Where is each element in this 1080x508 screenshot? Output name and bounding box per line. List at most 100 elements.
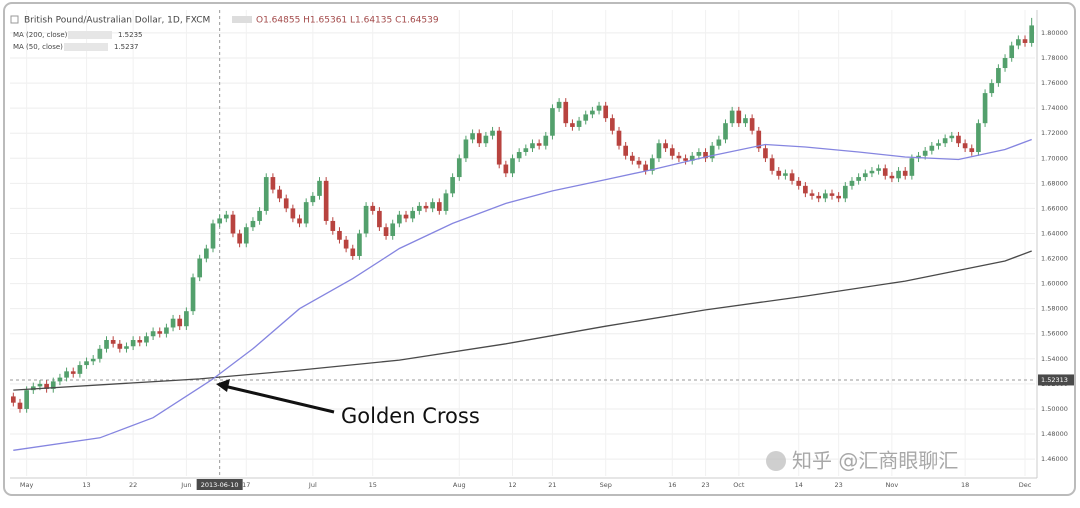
- candle-body: [483, 135, 489, 144]
- candle-body: [876, 168, 881, 171]
- candle-body: [370, 205, 376, 211]
- candle-body: [556, 101, 562, 109]
- y-tick-label: 1.56000: [1041, 330, 1068, 338]
- x-tick-label: 18: [961, 481, 969, 489]
- plot-area: 1.460001.480001.500001.520001.540001.560…: [10, 10, 1074, 490]
- x-tick-label: 16: [668, 481, 676, 489]
- candle-body: [736, 110, 742, 124]
- candle-body: [283, 198, 289, 209]
- watermark-icon: [766, 451, 786, 471]
- candle-body: [230, 214, 236, 234]
- candle-body: [417, 205, 422, 211]
- candle-body: [550, 108, 555, 136]
- x-tick-label: Aug: [453, 481, 466, 489]
- candle-body: [110, 340, 116, 344]
- candle-body: [763, 148, 768, 159]
- candle-body: [343, 239, 349, 249]
- x-tick-label: 22: [129, 481, 137, 489]
- x-tick-label: 21: [548, 481, 556, 489]
- candle-body: [24, 390, 29, 409]
- candle-body: [796, 180, 802, 186]
- candle-body: [57, 377, 63, 382]
- candle-body: [1016, 39, 1021, 46]
- candle-body: [583, 114, 589, 121]
- candle-body: [70, 371, 76, 374]
- candle-body: [570, 123, 575, 127]
- candle-body: [976, 123, 981, 153]
- y-tick-label: 1.46000: [1041, 455, 1068, 463]
- x-tick-label: 15: [369, 481, 377, 489]
- candle-body: [157, 331, 163, 334]
- candle-body: [663, 143, 668, 149]
- candle-body: [350, 248, 356, 257]
- candle-body: [543, 135, 549, 146]
- candle-body: [403, 214, 409, 219]
- candle-body: [124, 346, 129, 349]
- y-tick-label: 1.78000: [1041, 54, 1068, 62]
- candle-body: [1002, 58, 1008, 69]
- candle-body: [410, 210, 416, 219]
- candle-body: [563, 101, 569, 124]
- legend-label: MA (50, close): [13, 43, 63, 51]
- chart-title: British Pound/Australian Dollar, 1D, FXC…: [24, 16, 210, 26]
- candle-body: [184, 311, 189, 327]
- candle-body: [896, 170, 901, 179]
- candle-body: [836, 195, 841, 199]
- candle-body: [849, 180, 855, 186]
- candle-body: [170, 318, 176, 328]
- candle-body: [383, 227, 389, 236]
- candle-body: [689, 155, 695, 161]
- candle-body: [723, 123, 728, 140]
- x-tick-label: 2013-06-10: [201, 481, 239, 489]
- candle-body: [243, 227, 249, 244]
- x-tick-label: Jul: [308, 481, 317, 489]
- x-tick-label: 14: [795, 481, 803, 489]
- candle-body: [443, 193, 449, 211]
- candle-body: [450, 177, 455, 194]
- candle-body: [496, 130, 502, 165]
- candle-body: [270, 177, 276, 190]
- y-tick-label: 1.76000: [1041, 79, 1068, 87]
- candle-body: [423, 205, 429, 209]
- candle-body: [590, 110, 595, 115]
- annotation: Golden Cross: [341, 404, 480, 428]
- candle-body: [463, 139, 469, 159]
- candle-body: [956, 135, 961, 144]
- candle-body: [164, 327, 169, 334]
- x-tick-label: 23: [835, 481, 843, 489]
- ma-line: [13, 138, 1032, 451]
- candle-body: [962, 143, 968, 149]
- ohlc-legend: O1.64855 H1.65361 L1.64135 C1.64539: [256, 16, 439, 26]
- icon: [10, 15, 19, 24]
- candle-body: [729, 110, 735, 124]
- candle-body: [576, 120, 582, 127]
- candle-body: [829, 193, 835, 196]
- candle-body: [37, 383, 43, 387]
- candle-body: [610, 118, 615, 131]
- candle-body: [250, 220, 256, 228]
- icon: [64, 43, 108, 51]
- candle-body: [257, 210, 262, 221]
- candle-body: [936, 143, 941, 146]
- candle-body: [749, 118, 755, 131]
- watermark: 知乎 @汇商眼聊汇: [792, 449, 958, 473]
- candle-body: [1009, 45, 1015, 59]
- candle-body: [709, 145, 715, 159]
- candle-body: [310, 195, 316, 203]
- candle-body: [210, 223, 216, 249]
- candle-body: [50, 381, 56, 389]
- candle-body: [669, 148, 675, 156]
- candle-body: [456, 158, 462, 178]
- candle-body: [683, 158, 688, 161]
- candle-body: [856, 177, 861, 181]
- candle-body: [90, 358, 96, 362]
- candle-body: [743, 118, 748, 124]
- candle-body: [889, 175, 895, 179]
- icon: [232, 16, 252, 23]
- candle-body: [902, 170, 908, 176]
- candle-body: [816, 195, 822, 199]
- x-tick-label: Nov: [886, 481, 899, 489]
- candle-body: [949, 135, 955, 139]
